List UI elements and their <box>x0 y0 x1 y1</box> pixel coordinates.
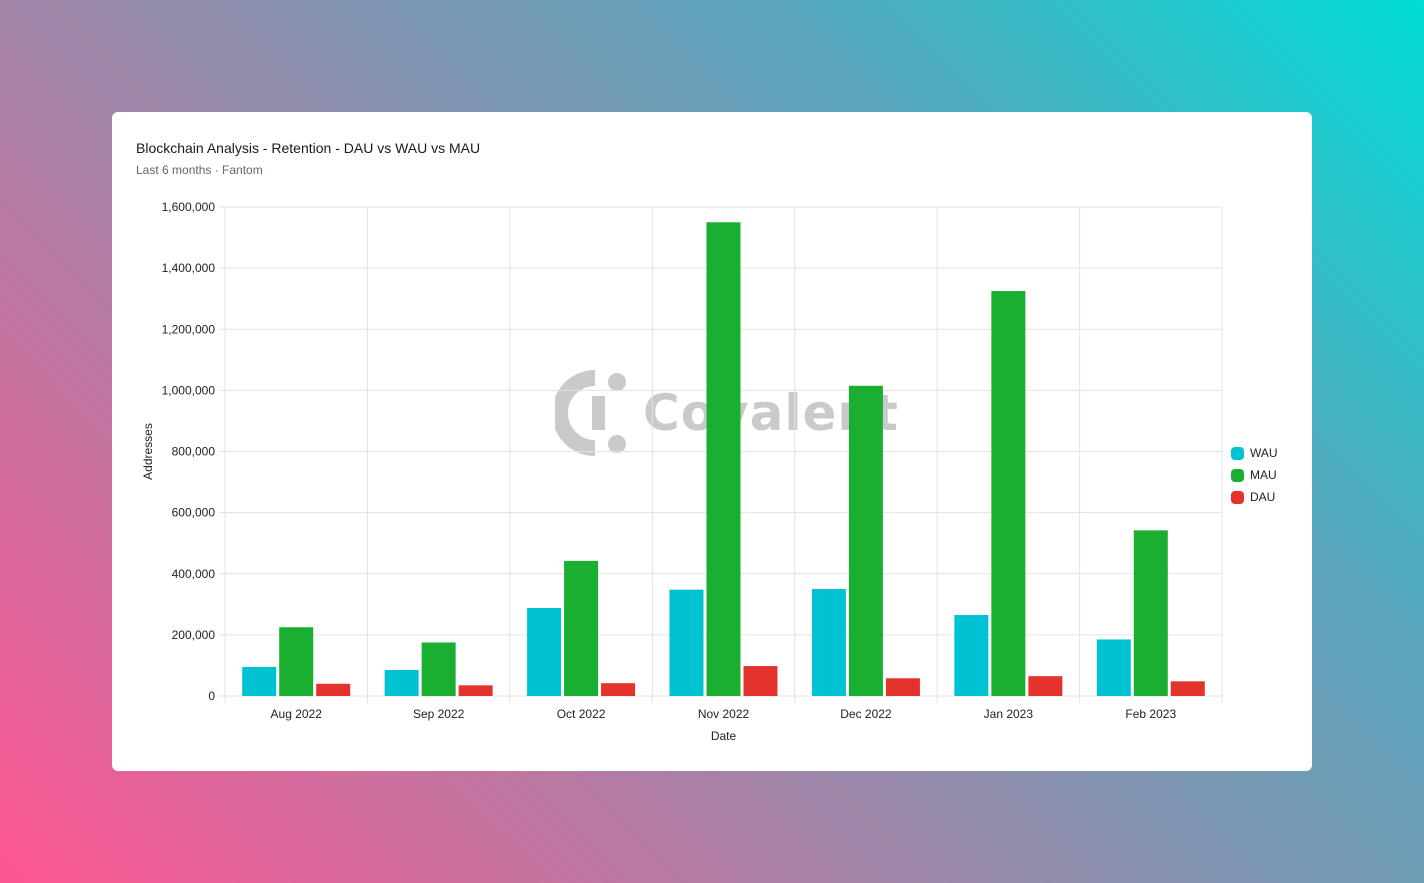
x-tick-label: Nov 2022 <box>698 707 750 721</box>
y-tick-label: 200,000 <box>172 628 216 642</box>
bar-wau-oct-2022 <box>527 607 562 696</box>
chart-title: Blockchain Analysis - Retention - DAU vs… <box>136 140 481 156</box>
bar-wau-sep-2022 <box>384 670 419 696</box>
bar-dau-oct-2022 <box>601 683 636 696</box>
y-tick-label: 400,000 <box>172 567 216 581</box>
legend-label: DAU <box>1250 490 1276 504</box>
x-tick-label: Jan 2023 <box>984 707 1034 721</box>
legend: WAU MAU DAU <box>1231 442 1278 508</box>
bar-mau-jan-2023 <box>991 291 1026 696</box>
bar-wau-jan-2023 <box>954 615 989 696</box>
x-tick-label: Sep 2022 <box>413 707 465 721</box>
bar-mau-dec-2022 <box>848 385 883 696</box>
x-tick-label: Feb 2023 <box>1125 707 1176 721</box>
y-tick-label: 800,000 <box>172 445 216 459</box>
axes: 0 200,000 400,000 600,000 800,000 1,000,000 1,… <box>141 200 1176 743</box>
y-axis-title: Addresses <box>141 423 155 480</box>
bar-wau-feb-2023 <box>1096 639 1131 696</box>
legend-label: MAU <box>1250 468 1277 482</box>
y-tick-label: 1,400,000 <box>162 261 216 275</box>
y-tick-label: 600,000 <box>172 506 216 520</box>
chart-card: Blockchain Analysis - Retention - DAU vs… <box>112 112 1312 771</box>
bar-mau-sep-2022 <box>421 642 456 696</box>
bar-chart: 0 200,000 400,000 600,000 800,000 1,000,000 1,… <box>141 200 1223 743</box>
legend-label: WAU <box>1250 446 1278 460</box>
x-tick-label: Oct 2022 <box>557 707 606 721</box>
bar-mau-aug-2022 <box>279 627 314 696</box>
x-tick-label: Dec 2022 <box>840 707 892 721</box>
bars <box>242 222 1205 696</box>
bar-dau-dec-2022 <box>885 678 920 696</box>
legend-item-dau[interactable]: DAU <box>1231 486 1278 508</box>
legend-swatch <box>1231 468 1244 482</box>
chart-subtitle: Last 6 months · Fantom <box>136 163 263 177</box>
legend-swatch <box>1231 446 1244 460</box>
bar-dau-jan-2023 <box>1028 676 1063 696</box>
x-axis-title: Date <box>711 729 737 743</box>
bar-mau-nov-2022 <box>706 222 741 696</box>
y-tick-label: 1,000,000 <box>162 383 216 397</box>
x-tick-label: Aug 2022 <box>271 707 323 721</box>
legend-swatch <box>1231 490 1244 504</box>
bar-mau-oct-2022 <box>564 560 599 696</box>
bar-dau-nov-2022 <box>743 666 778 696</box>
bar-dau-aug-2022 <box>316 683 351 696</box>
bar-wau-aug-2022 <box>242 666 277 696</box>
y-tick-label: 0 <box>208 689 215 703</box>
legend-item-wau[interactable]: WAU <box>1231 442 1278 464</box>
bar-dau-sep-2022 <box>458 685 493 696</box>
y-tick-label: 1,600,000 <box>162 200 216 214</box>
bar-wau-nov-2022 <box>669 589 704 696</box>
bar-dau-feb-2023 <box>1170 681 1205 696</box>
bar-wau-dec-2022 <box>811 589 846 696</box>
bar-mau-feb-2023 <box>1133 530 1168 696</box>
y-tick-label: 1,200,000 <box>162 322 216 336</box>
legend-item-mau[interactable]: MAU <box>1231 464 1278 486</box>
